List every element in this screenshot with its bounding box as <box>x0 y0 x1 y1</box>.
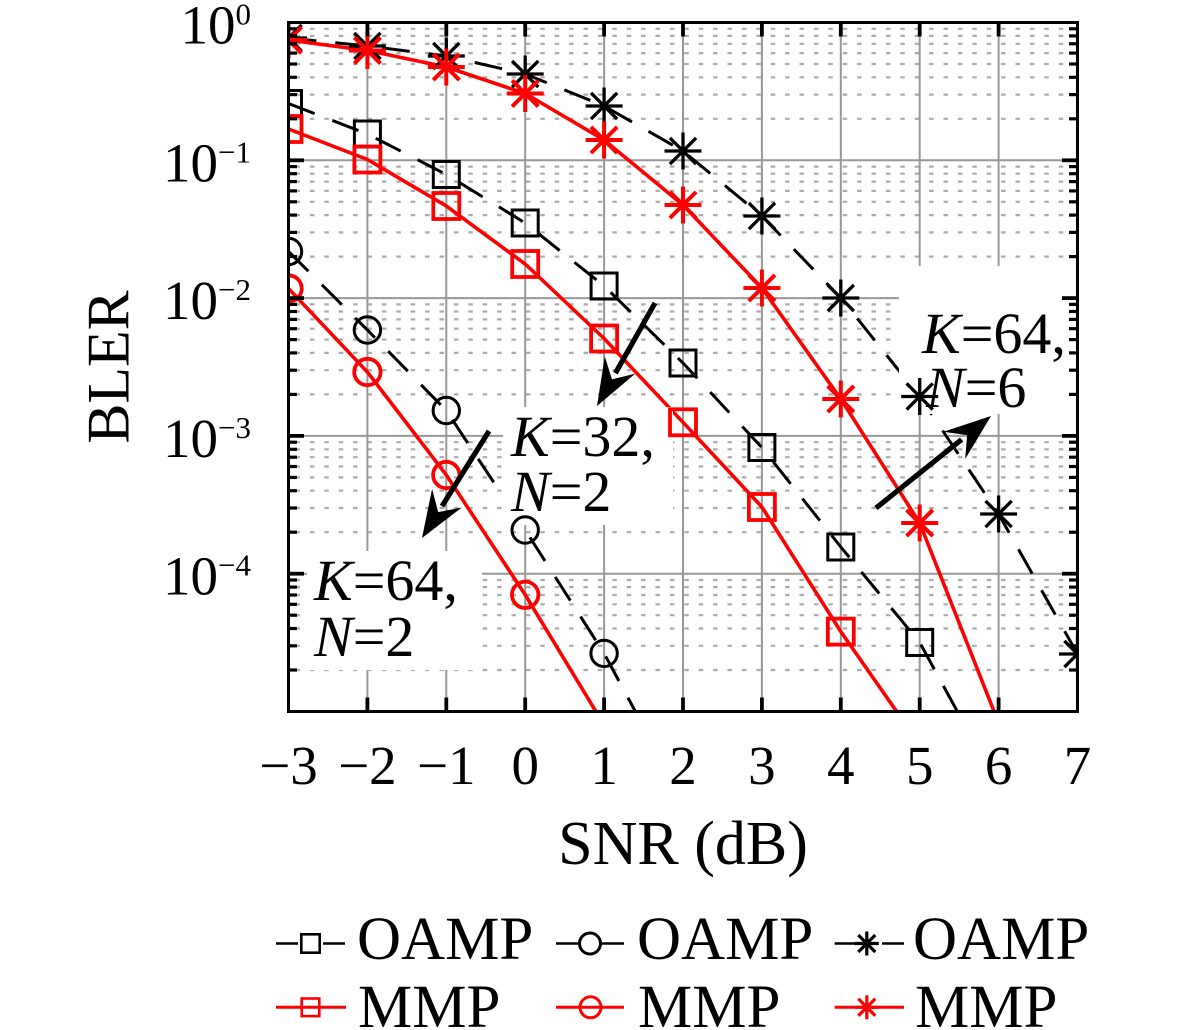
svg-text:OAMP: OAMP <box>637 906 813 973</box>
svg-text:MMP: MMP <box>915 974 1057 1030</box>
svg-text:10−2: 10−2 <box>163 270 251 331</box>
svg-text:10−4: 10−4 <box>163 546 251 607</box>
svg-text:K=32,: K=32, <box>510 404 655 469</box>
svg-text:2: 2 <box>669 735 697 796</box>
svg-text:N=6: N=6 <box>925 355 1026 420</box>
svg-text:−1: −1 <box>417 735 476 796</box>
svg-text:N=2: N=2 <box>510 459 611 524</box>
svg-text:100: 100 <box>181 0 252 56</box>
svg-text:MMP: MMP <box>358 974 500 1030</box>
svg-text:−3: −3 <box>259 735 318 796</box>
svg-text:OAMP: OAMP <box>913 906 1089 973</box>
svg-text:K=64,: K=64, <box>313 548 458 613</box>
svg-text:K=64,: K=64, <box>921 301 1066 366</box>
svg-text:N=2: N=2 <box>313 604 414 669</box>
svg-text:OAMP: OAMP <box>357 906 533 973</box>
svg-text:SNR (dB): SNR (dB) <box>558 810 808 878</box>
svg-text:1: 1 <box>590 735 618 796</box>
svg-text:4: 4 <box>827 735 855 796</box>
svg-text:5: 5 <box>906 735 934 796</box>
svg-text:3: 3 <box>748 735 776 796</box>
svg-text:MMP: MMP <box>638 974 780 1030</box>
svg-text:7: 7 <box>1064 735 1092 796</box>
svg-text:0: 0 <box>511 735 539 796</box>
svg-text:10−3: 10−3 <box>163 408 251 469</box>
svg-text:BLER: BLER <box>76 290 142 443</box>
svg-text:−2: −2 <box>338 735 397 796</box>
svg-text:10−1: 10−1 <box>163 132 251 193</box>
svg-text:6: 6 <box>985 735 1013 796</box>
